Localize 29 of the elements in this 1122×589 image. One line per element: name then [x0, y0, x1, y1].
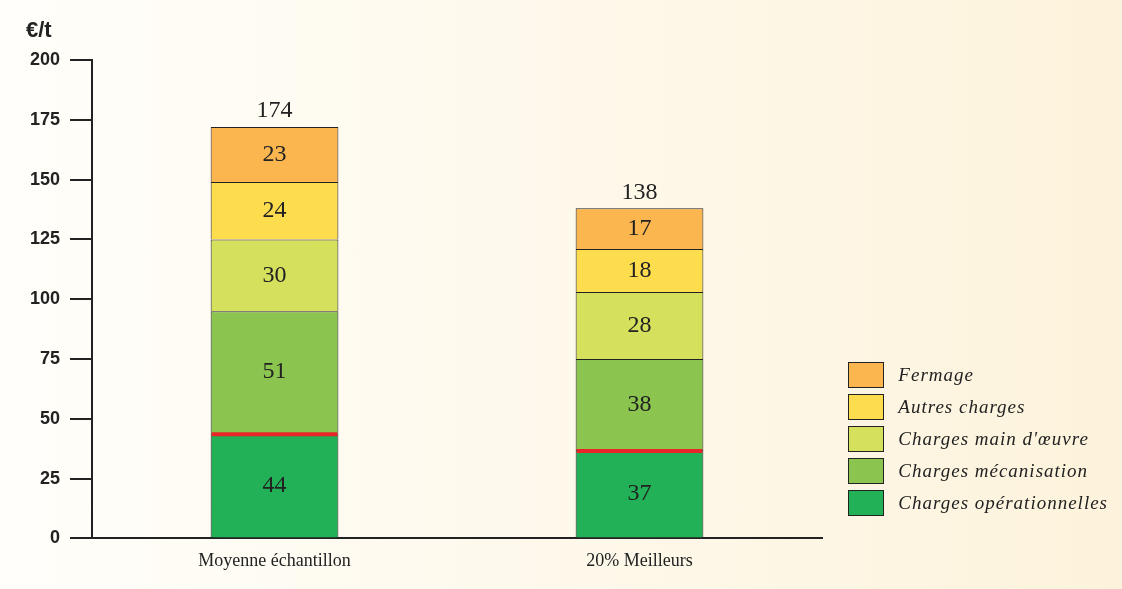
legend-label: Charges opérationnelles — [898, 492, 1108, 514]
data-label: 38 — [627, 389, 652, 416]
y-tick-label: 100 — [29, 288, 61, 309]
total-label: 138 — [621, 177, 658, 204]
y-axis-title: €/t — [26, 17, 53, 43]
data-label: 18 — [627, 255, 652, 282]
y-tick-label: 125 — [29, 228, 61, 249]
data-label: 30 — [262, 260, 287, 287]
y-tick-label: 25 — [40, 467, 61, 488]
y-tick-label: 175 — [29, 108, 61, 129]
data-label: 24 — [262, 195, 287, 222]
total-label: 174 — [256, 96, 293, 123]
legend-label: Fermage — [898, 364, 974, 386]
data-label: 17 — [627, 213, 652, 240]
x-tick-label: Moyenne échantillon — [198, 549, 351, 570]
data-label: 44 — [262, 470, 287, 497]
y-tick-label: 200 — [29, 48, 61, 69]
text: Charges mécanisation — [898, 460, 1089, 482]
y-tick-label: 50 — [40, 407, 61, 428]
y-tick-label: 150 — [29, 168, 61, 189]
x-tick-label: 20% Meilleurs — [586, 549, 693, 570]
data-label: 51 — [262, 357, 287, 384]
legend-label: Charges main d'œuvre — [898, 428, 1089, 450]
data-label: 37 — [627, 478, 652, 505]
y-tick-label: 75 — [40, 347, 61, 368]
data-label: 23 — [262, 139, 287, 166]
y-tick-label: 0 — [50, 527, 61, 548]
data-label: 28 — [627, 310, 652, 337]
legend-label: Autres charges — [898, 396, 1026, 418]
